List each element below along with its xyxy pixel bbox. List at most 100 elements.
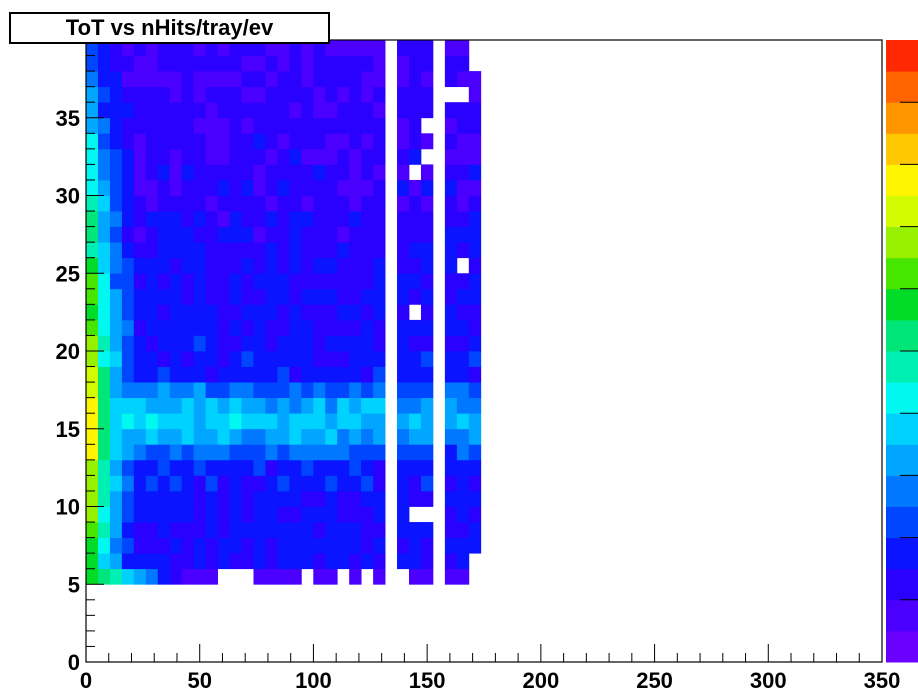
heatmap-cell — [145, 490, 159, 507]
heatmap-cell — [253, 537, 266, 554]
heatmap-cells — [86, 40, 482, 585]
heatmap-cell — [265, 459, 278, 476]
y-tick-label: 5 — [68, 572, 80, 597]
heatmap-cell — [361, 553, 374, 570]
heatmap-cell — [301, 179, 314, 196]
heatmap-cell — [420, 257, 434, 274]
heatmap-cell — [444, 490, 458, 507]
heatmap-cell — [229, 490, 242, 507]
heatmap-cell — [397, 537, 410, 554]
heatmap-cell — [468, 319, 482, 336]
heatmap-cell — [169, 568, 183, 585]
heatmap-cell — [265, 117, 278, 134]
heatmap-cell — [337, 273, 350, 290]
heatmap-cell — [289, 490, 302, 507]
heatmap-cell — [169, 304, 183, 321]
heatmap-cell — [397, 459, 410, 476]
palette-swatch — [886, 319, 918, 352]
heatmap-cell — [145, 164, 159, 181]
heatmap-cell — [217, 522, 230, 538]
heatmap-cell — [97, 257, 111, 274]
heatmap-cell — [337, 413, 350, 430]
heatmap-cell — [301, 133, 314, 150]
heatmap-cell — [373, 351, 386, 367]
heatmap-cell — [97, 179, 111, 196]
heatmap-cell — [337, 459, 350, 476]
heatmap-cell — [217, 382, 230, 399]
heatmap-cell — [397, 71, 410, 88]
heatmap-cell — [217, 351, 230, 367]
heatmap-cell — [313, 444, 326, 461]
heatmap-cell — [361, 273, 374, 290]
heatmap-cell — [133, 257, 147, 274]
heatmap-cell — [181, 397, 195, 414]
heatmap-cell — [349, 102, 362, 119]
heatmap-cell — [373, 133, 386, 150]
heatmap-cell — [133, 319, 147, 336]
heatmap-cell — [157, 133, 171, 150]
heatmap-cell — [145, 475, 159, 492]
heatmap-cell — [456, 242, 470, 259]
heatmap-cell — [169, 428, 183, 445]
heatmap-cell — [193, 71, 207, 88]
heatmap-cell — [468, 133, 482, 150]
heatmap-cell — [444, 335, 458, 352]
heatmap-cell — [193, 288, 207, 305]
heatmap-cell — [337, 351, 350, 367]
heatmap-cell — [205, 195, 218, 212]
heatmap-cell — [420, 71, 434, 88]
heatmap-cell — [408, 102, 422, 119]
heatmap-cell — [325, 382, 338, 399]
heatmap-cell — [301, 506, 314, 523]
heatmap-cell — [373, 335, 386, 352]
heatmap-cell — [277, 382, 290, 399]
heatmap-cell — [361, 537, 374, 554]
heatmap-cell — [121, 288, 135, 305]
heatmap-cell — [361, 102, 374, 119]
heatmap-cell — [420, 226, 434, 243]
heatmap-cell — [181, 164, 195, 181]
heatmap-cell — [265, 568, 278, 585]
heatmap-cell — [241, 117, 254, 134]
heatmap-cell — [121, 148, 135, 165]
heatmap-cell — [456, 102, 470, 119]
heatmap-cell — [325, 164, 338, 181]
heatmap-cell — [205, 117, 218, 134]
heatmap-cell — [361, 226, 374, 243]
heatmap-cell — [205, 288, 218, 305]
heatmap-cell — [289, 366, 302, 383]
heatmap-cell — [253, 413, 266, 430]
heatmap-cell — [229, 304, 242, 321]
heatmap-cell — [253, 226, 266, 243]
x-axis: 0 50 100 150 200 250 300 350 — [80, 644, 900, 692]
heatmap-cell — [373, 413, 386, 430]
chart-title-box: ToT vs nHits/tray/ev — [9, 12, 330, 44]
heatmap-cell — [301, 475, 314, 492]
heatmap-cell — [361, 335, 374, 352]
heatmap-cell — [325, 117, 338, 134]
heatmap-cell — [253, 319, 266, 336]
heatmap-cell — [301, 257, 314, 274]
heatmap-cell — [325, 351, 338, 367]
heatmap-cell — [205, 428, 218, 445]
heatmap-cell — [145, 553, 159, 570]
heatmap-cell — [205, 444, 218, 461]
heatmap-cell — [325, 288, 338, 305]
heatmap-cell — [86, 490, 99, 507]
heatmap-cell — [121, 537, 135, 554]
heatmap-cell — [397, 257, 410, 274]
heatmap-cell — [241, 397, 254, 414]
heatmap-cell — [157, 304, 171, 321]
heatmap-cell — [181, 71, 195, 88]
heatmap-cell — [121, 319, 135, 336]
heatmap-cell — [193, 179, 207, 196]
heatmap-cell — [456, 537, 470, 554]
heatmap-cell — [373, 366, 386, 383]
heatmap-cell — [86, 335, 99, 352]
heatmap-cell — [121, 475, 135, 492]
heatmap-cell — [277, 490, 290, 507]
heatmap-cell — [289, 413, 302, 430]
heatmap-cell — [265, 148, 278, 165]
heatmap-cell — [97, 319, 111, 336]
heatmap-cell — [313, 226, 326, 243]
